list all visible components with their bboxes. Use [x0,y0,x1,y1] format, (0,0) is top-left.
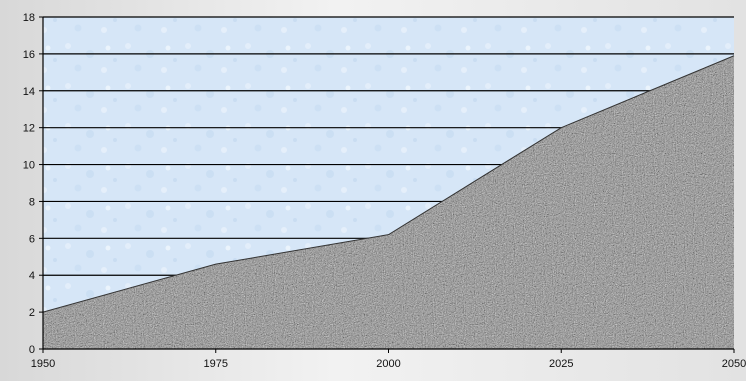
y-tick-label-14: 14 [23,86,35,98]
y-tick-label-8: 8 [29,196,35,208]
y-tick-label-4: 4 [29,270,35,282]
y-tick-labels: 0 2 4 6 8 10 12 14 16 18 [23,12,35,356]
y-tick-label-6: 6 [29,233,35,245]
axes [39,16,735,353]
x-tick-labels: 1950 1975 2000 2025 2050 [31,358,746,370]
x-tick-label-2000: 2000 [376,358,400,370]
y-tick-label-12: 12 [23,123,35,135]
y-tick-label-16: 16 [23,49,35,61]
x-tick-label-1950: 1950 [31,358,55,370]
y-tick-label-18: 18 [23,12,35,24]
area-series [42,55,735,349]
y-tick-label-10: 10 [23,160,35,172]
area-texture [43,55,734,349]
x-tick-label-1975: 1975 [204,358,228,370]
area-top-edge [42,55,735,313]
y-tick-label-2: 2 [29,307,35,319]
y-tick-label-0: 0 [29,344,35,356]
x-tick-label-2025: 2025 [549,358,573,370]
x-tick-label-2050: 2050 [722,358,746,370]
